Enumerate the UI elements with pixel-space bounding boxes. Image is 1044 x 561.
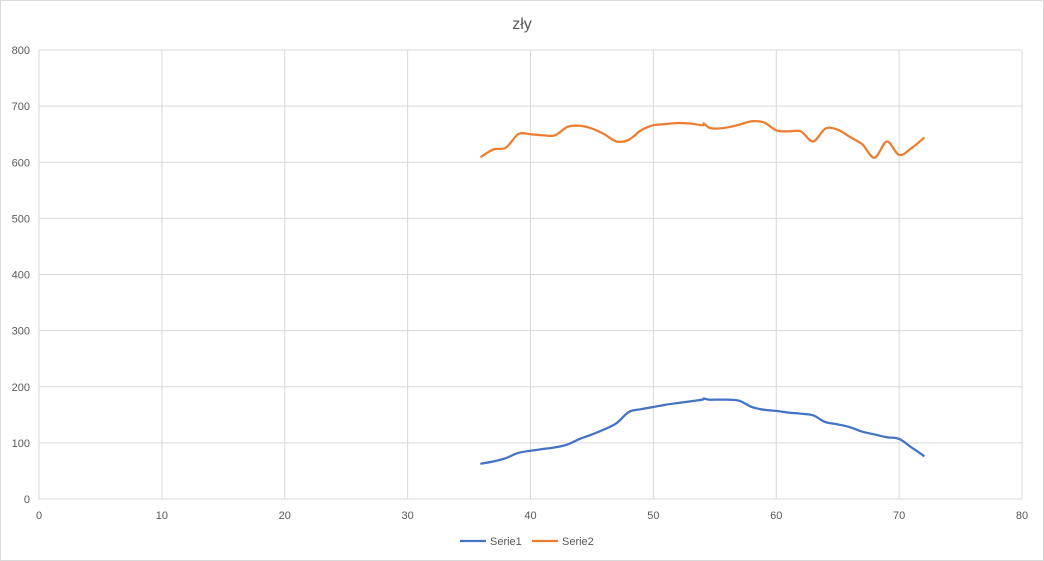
x-tick-label: 10	[156, 510, 168, 522]
y-tick-label: 100	[12, 438, 30, 450]
x-tick-label: 20	[279, 510, 291, 522]
y-tick-label: 600	[12, 157, 30, 169]
legend-label-2: Serie2	[562, 536, 594, 548]
legend: Serie1 Serie2	[460, 536, 594, 548]
gridlines	[38, 49, 1023, 500]
chart-title: zły	[512, 16, 532, 33]
y-tick-label: 200	[12, 382, 30, 394]
x-tick-label: 40	[524, 510, 536, 522]
y-tick-label: 400	[12, 270, 30, 282]
series-line-2	[480, 119, 925, 159]
x-tick-label: 70	[893, 510, 905, 522]
x-tick-label: 60	[770, 510, 782, 522]
y-tick-label: 800	[12, 45, 30, 57]
series-line-1	[480, 397, 925, 465]
x-tick-label: 80	[1016, 510, 1028, 522]
axes: 0 100 200 300 400 500 600 700 800 0 10 20 30 40 50 60 70…	[12, 45, 1028, 522]
series-lines	[480, 119, 925, 465]
y-tick-label: 0	[24, 494, 30, 506]
legend-label-1: Serie1	[490, 536, 522, 548]
y-tick-label: 700	[12, 101, 30, 113]
y-tick-label: 500	[12, 213, 30, 225]
x-tick-label: 0	[36, 510, 42, 522]
x-tick-label: 50	[647, 510, 659, 522]
y-tick-label: 300	[12, 326, 30, 338]
x-tick-label: 30	[402, 510, 414, 522]
